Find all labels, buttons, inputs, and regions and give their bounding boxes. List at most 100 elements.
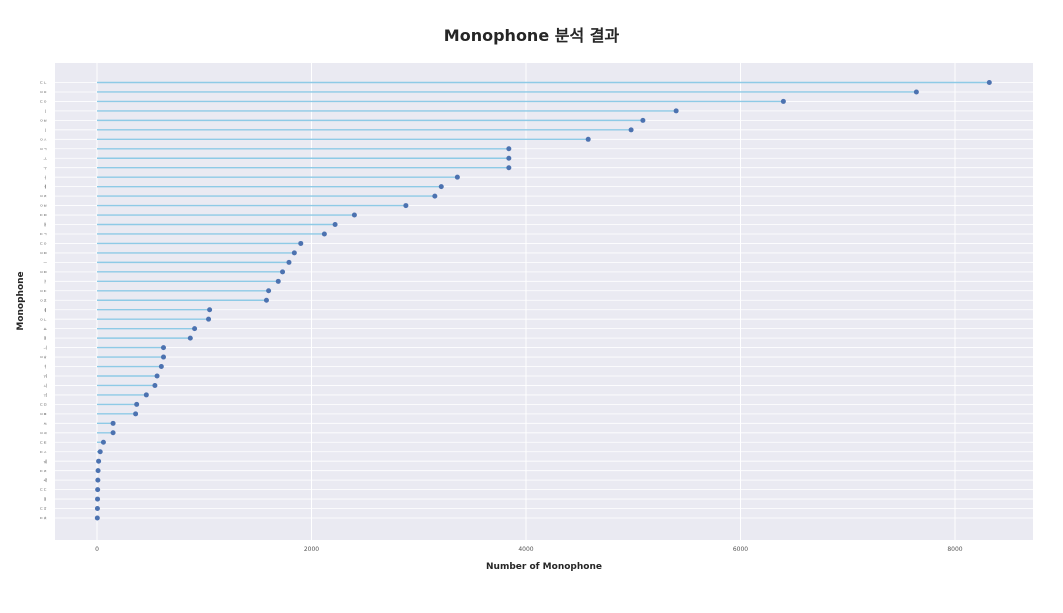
lollipop-marker [298, 240, 304, 246]
lollipop-marker [321, 231, 327, 237]
lollipop-marker [154, 373, 160, 379]
x-tick-label: 0 [95, 546, 99, 553]
lollipop-marker [286, 259, 292, 265]
x-tick-label: 4000 [518, 546, 533, 553]
y-tick-label: ㄷㅇ [40, 241, 47, 246]
lollipop-marker [275, 278, 281, 284]
lollipop-marker [160, 345, 166, 351]
y-tick-label: ㅗ [43, 156, 47, 161]
lollipop-marker [160, 354, 166, 360]
y-tick-label: ㅇㄱ [40, 146, 47, 151]
lollipop-marker [187, 335, 193, 341]
y-tick-label: ㅢ [43, 344, 47, 350]
lollipop-marker [134, 401, 140, 407]
lollipop-marker [585, 136, 591, 142]
lollipop-marker [110, 430, 116, 436]
lollipop-marker [332, 222, 338, 228]
y-tick-label: ㅇㄴ [40, 317, 48, 322]
lollipop-marker [351, 212, 357, 218]
lollipop-marker [94, 515, 100, 521]
y-tick-label: ㅇㅍ [40, 411, 48, 416]
plot-background [55, 63, 1033, 540]
lollipop-marker [110, 420, 116, 426]
y-tick-label: ㅔ [43, 183, 47, 189]
y-tick-label: ㅇㅁ [40, 269, 47, 274]
lollipop-marker [913, 89, 919, 95]
y-tick-label: ㅕ [43, 363, 47, 369]
y-tick-label: ㅓ [43, 174, 47, 180]
lollipop-marker [506, 165, 512, 171]
y-tick-label: ㅑ [43, 278, 47, 284]
y-tick-label: ㅇㅇ [40, 90, 47, 95]
y-tick-label: ㅇㅈ [40, 194, 48, 199]
y-tick-label: ㄷㅊ [40, 516, 48, 521]
x-tick-label: 6000 [733, 546, 748, 553]
y-tick-label: ㅣ [43, 109, 47, 114]
lollipop-marker [291, 250, 297, 256]
y-tick-label: ㅙ [43, 477, 47, 483]
y-tick-label: ㅇㄷ [40, 288, 47, 293]
y-tick-label: ㅇㅎ [40, 355, 48, 360]
y-tick-label: ㄷㅅ [40, 449, 48, 454]
lollipop-marker [152, 382, 158, 388]
lollipop-marker [266, 288, 272, 294]
lollipop-marker [95, 477, 101, 483]
y-tick-label: ㄷㅂ [40, 213, 47, 218]
lollipop-marker [95, 487, 101, 493]
lollipop-marker [96, 458, 102, 464]
lollipop-marker [207, 307, 213, 313]
y-axis-label: Monophone [16, 271, 26, 331]
lollipop-marker [438, 184, 444, 190]
y-tick-label: ㅡ [43, 260, 47, 265]
lollipop-marker [192, 326, 198, 332]
lollipop-marker [97, 449, 103, 455]
lollipop-marker [628, 127, 634, 133]
y-tick-label: ㅇㅊ [40, 298, 48, 303]
y-tick-label: ㄷㄴ [40, 80, 48, 85]
y-tick-label: ㄷㅎ [40, 506, 48, 511]
lollipop-marker [640, 117, 646, 123]
lollipop-marker [206, 316, 212, 322]
lollipop-marker [95, 496, 101, 502]
lollipop-marker [133, 411, 139, 417]
y-tick-label: ㄷㅁ [40, 402, 47, 407]
lollipop-marker [454, 174, 460, 180]
lollipop-marker [94, 506, 100, 512]
lollipop-marker [143, 392, 149, 398]
lollipop-marker [95, 468, 101, 474]
lollipop-marker [780, 98, 786, 104]
y-tick-label: ㅇㅅ [40, 137, 48, 142]
lollipop-marker [158, 364, 164, 370]
y-tick-label: ㅜ [43, 165, 47, 170]
y-tick-label: ㅝ [43, 373, 47, 379]
lollipop-marker [403, 203, 409, 209]
y-tick-label: ㅣ [43, 127, 47, 132]
chart-title: Monophone 분석 결과 [443, 26, 620, 45]
y-tick-label: ㅞ [43, 458, 47, 464]
lollipop-marker [986, 80, 992, 85]
lollipop-marker [506, 155, 512, 161]
y-tick-label: ㅚ [43, 382, 47, 388]
lollipop-marker [263, 297, 269, 303]
y-tick-label: ㅇㅂ [40, 118, 47, 123]
lollipop-marker [673, 108, 679, 114]
y-tick-label: ㅛ [43, 326, 47, 331]
lollipop-marker [432, 193, 438, 199]
x-tick-label: 8000 [947, 546, 962, 553]
y-tick-label: ㄷㅈ [40, 468, 48, 473]
y-tick-label: ㅐ [43, 221, 47, 227]
y-tick-label: ㄷㅇ [40, 99, 47, 104]
lollipop-marker [100, 439, 106, 445]
y-tick-label: ㅇㅁ [40, 251, 47, 256]
y-tick-label: ㅟ [43, 392, 47, 398]
x-axis-label: Number of Monophone [486, 562, 602, 572]
y-tick-label: ㄷㄷ [40, 487, 47, 492]
y-tick-label: ㅆ [43, 421, 47, 426]
y-tick-label: ㄷㄱ [40, 232, 47, 237]
y-tick-label: ㅒ [43, 335, 47, 341]
x-tick-label: 2000 [304, 546, 319, 553]
y-tick-label: ㄷㅌ [40, 440, 47, 445]
lollipop-marker [280, 269, 286, 275]
